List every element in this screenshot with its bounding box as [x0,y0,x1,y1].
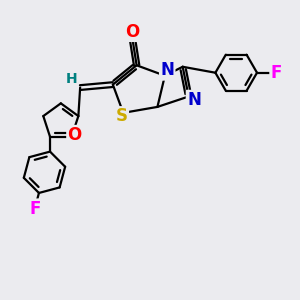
Text: N: N [187,91,201,109]
Text: O: O [68,126,82,144]
Text: O: O [125,23,139,41]
Text: F: F [271,64,282,82]
Text: F: F [29,200,40,218]
Text: N: N [160,61,174,79]
Text: H: H [65,72,77,86]
Text: S: S [116,107,128,125]
